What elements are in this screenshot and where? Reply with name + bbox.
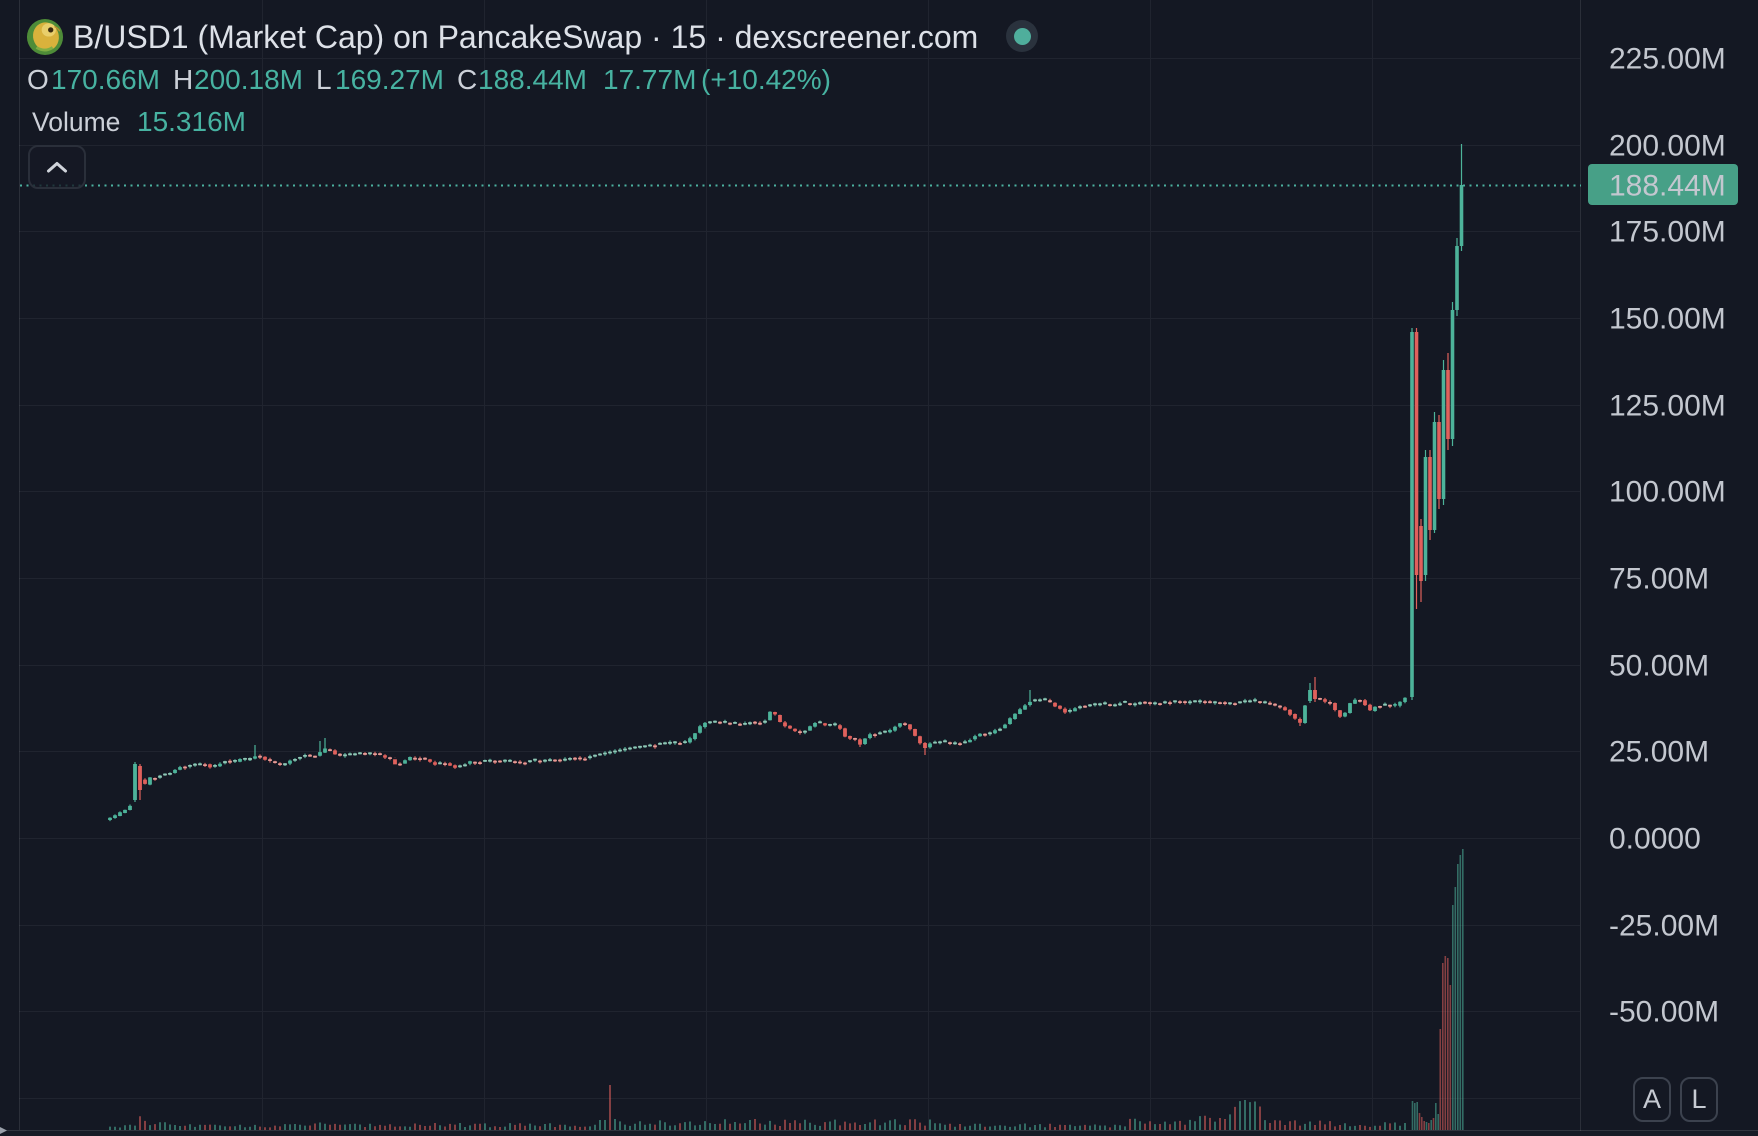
svg-text:188.44M: 188.44M xyxy=(1609,170,1726,203)
svg-text:225.00M: 225.00M xyxy=(1609,43,1726,76)
svg-text:75.00M: 75.00M xyxy=(1609,563,1709,596)
svg-text:25.00M: 25.00M xyxy=(1609,736,1709,769)
svg-text:175.00M: 175.00M xyxy=(1609,216,1726,249)
svg-text:200.00M: 200.00M xyxy=(1609,130,1726,163)
svg-text:100.00M: 100.00M xyxy=(1609,476,1726,509)
svg-text:-50.00M: -50.00M xyxy=(1609,996,1719,1029)
svg-text:0.0000: 0.0000 xyxy=(1609,823,1701,856)
svg-text:-25.00M: -25.00M xyxy=(1609,910,1719,943)
svg-text:150.00M: 150.00M xyxy=(1609,303,1726,336)
svg-text:50.00M: 50.00M xyxy=(1609,650,1709,683)
svg-text:125.00M: 125.00M xyxy=(1609,390,1726,423)
